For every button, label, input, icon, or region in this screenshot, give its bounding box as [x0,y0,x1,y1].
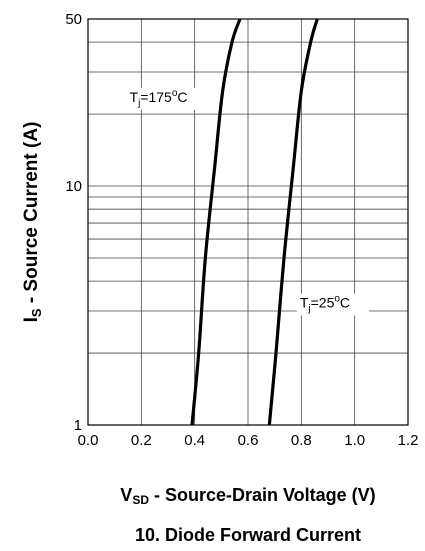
x-tick-label: 1.0 [344,432,365,449]
x-axis-label: VSD - Source-Drain Voltage (V) [120,485,375,507]
grid-lines [88,19,408,425]
y-axis-label: IS - Source Current (A) [21,122,44,323]
series-label-background-0 [126,87,199,110]
series-label-background-1 [296,293,369,316]
series-label-sub: j [307,304,310,315]
series-label-sup: o [172,88,178,99]
x-axis-label-sub: SD [132,493,149,507]
series-line-0 [190,18,242,426]
x-axis-label-rest: - Source-Drain Voltage (V) [149,485,376,505]
y-axis-label-main: I [21,317,42,322]
y-tick-label: 10 [65,178,82,195]
x-tick-label: 0.8 [291,432,312,449]
tick-labels: 0.0 0.2 0.4 0.6 0.8 1.0 1.2 1 10 50 [65,11,418,449]
series-line-1 [267,18,319,426]
series-label-0: Tj=175oC [130,88,188,109]
chart-title: 10. Diode Forward Current [135,525,361,545]
x-tick-label: 1.2 [398,432,419,449]
y-tick-label: 1 [74,417,82,434]
series-label-end: C [340,295,350,311]
series-label-sub: j [137,98,140,109]
x-tick-label: 0.0 [78,432,99,449]
x-tick-label: 0.4 [184,432,205,449]
x-tick-label: 0.6 [238,432,259,449]
y-tick-label: 50 [65,11,82,28]
x-axis-label-main: V [120,485,132,505]
y-axis-label-sub: S [29,308,44,317]
series-label-1: Tj=25oC [300,294,350,315]
series-label-main: T [130,89,139,105]
plot-frame [87,18,409,426]
series-label-end: C [177,89,187,105]
series-label-main: T [300,295,309,311]
series-label-mid: =25 [311,295,335,311]
series-label-mid: =175 [140,89,172,105]
series-curves [190,18,319,426]
y-axis-label-rest: - Source Current (A) [21,122,42,309]
x-tick-label: 0.2 [131,432,152,449]
series-label-sup: o [334,294,340,305]
